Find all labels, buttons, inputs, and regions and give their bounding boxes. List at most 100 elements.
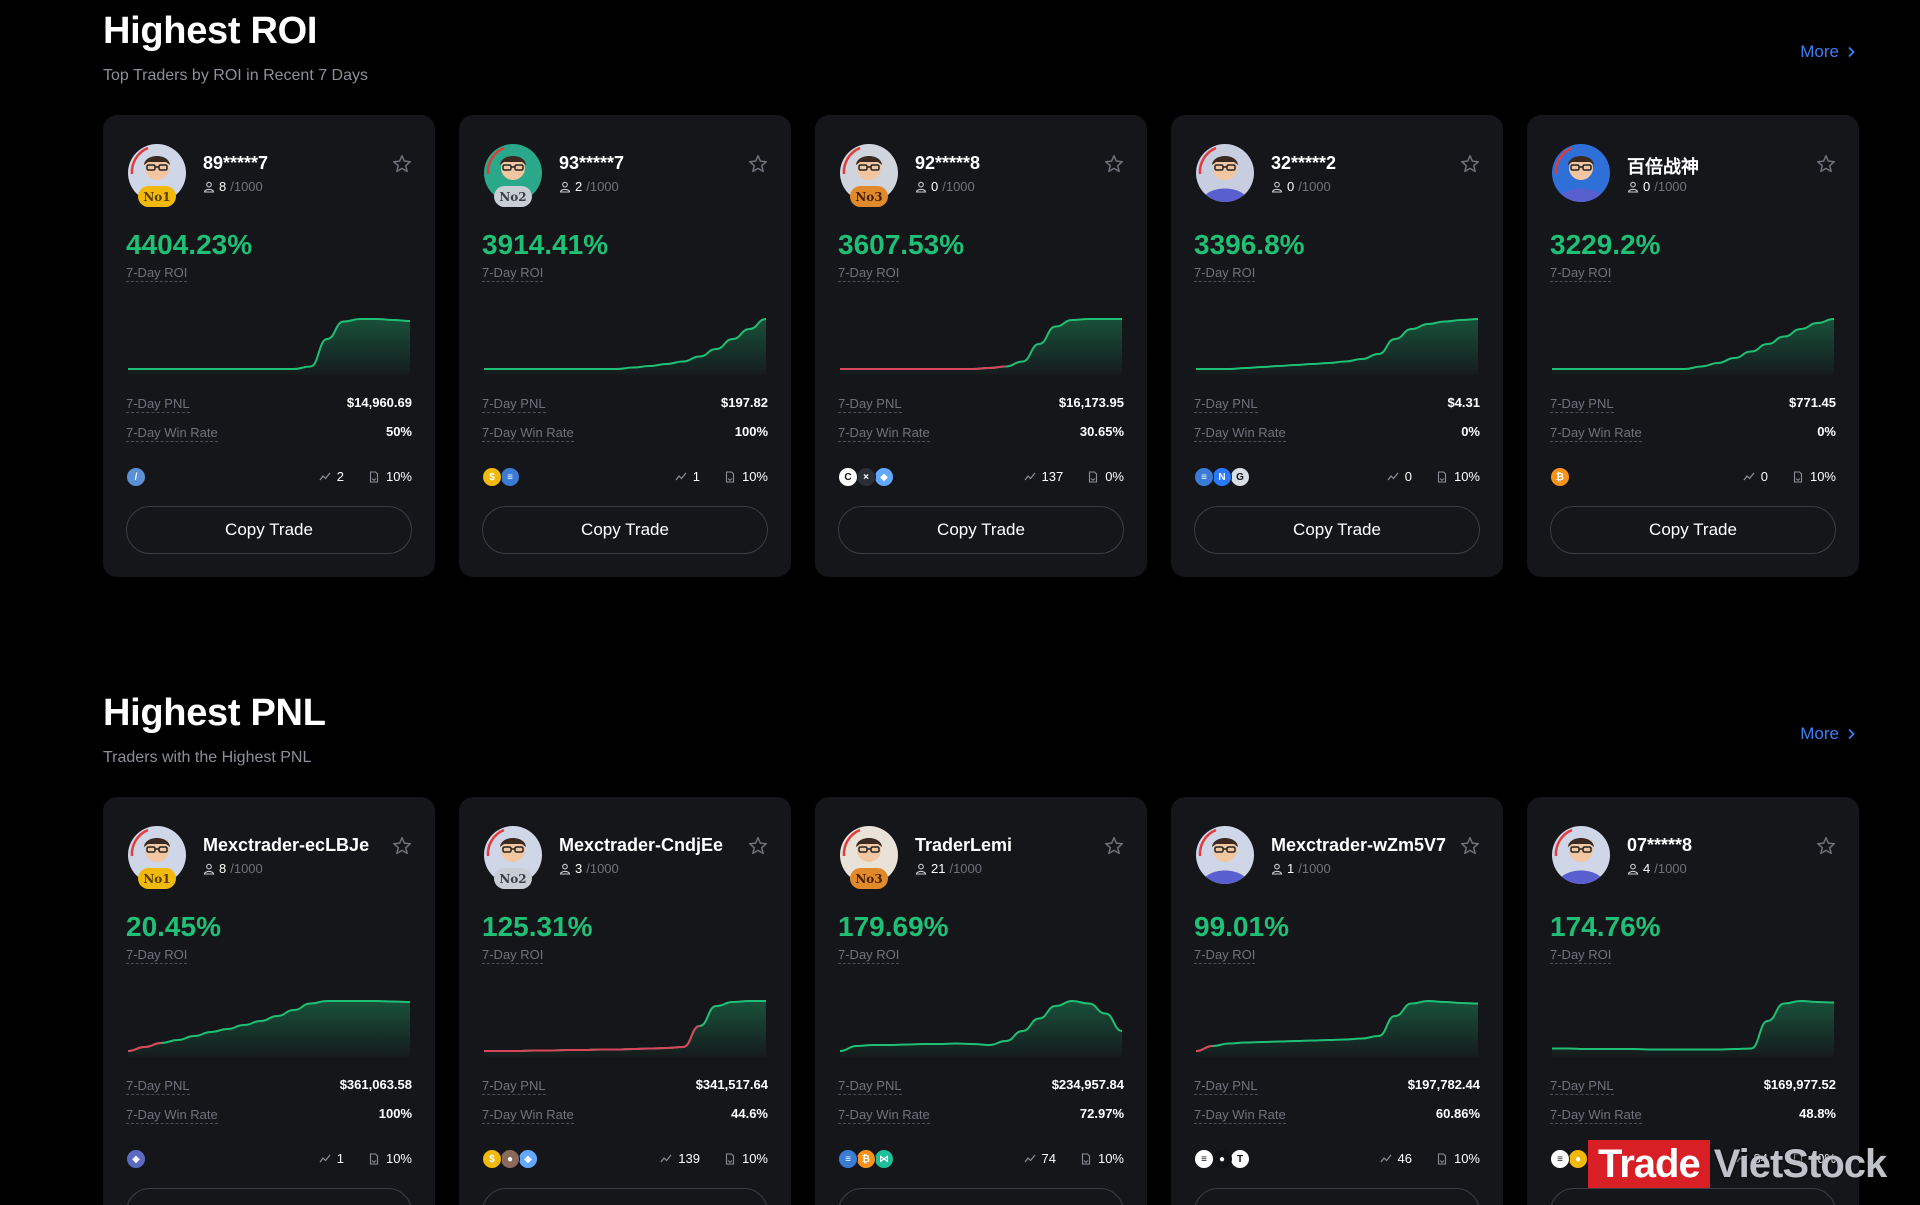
- trader-name[interactable]: 92*****8: [915, 153, 981, 173]
- trader-name[interactable]: 32*****2: [1271, 153, 1337, 173]
- followers-value: 0: [1287, 179, 1295, 194]
- coin-icon: G: [1230, 467, 1250, 487]
- roi-value: 99.01%: [1194, 911, 1289, 942]
- star-icon[interactable]: [1459, 153, 1481, 175]
- coin-list: ₿: [1550, 467, 1570, 487]
- pnl-value: $14,960.69: [346, 395, 412, 410]
- star-icon[interactable]: [1459, 835, 1481, 857]
- star-icon[interactable]: [1815, 153, 1837, 175]
- trade-stats: 2 10%: [319, 469, 412, 484]
- avatar[interactable]: No3: [838, 144, 900, 207]
- trader-card[interactable]: No2 Mexctrader-CndjEe 3/1000 125.31% 7-Day R…: [459, 797, 791, 1205]
- star-icon[interactable]: [391, 153, 413, 175]
- user-icon: [203, 863, 215, 875]
- avatar[interactable]: No2: [482, 144, 544, 207]
- win-rate-label: 7-Day Win Rate: [838, 1107, 930, 1124]
- follower-count: 0/1000: [1271, 179, 1331, 194]
- trader-name[interactable]: 89*****7: [203, 153, 269, 173]
- avatar[interactable]: No2: [482, 826, 544, 889]
- star-icon[interactable]: [747, 835, 769, 857]
- copy-trade-button[interactable]: Copy Trade: [482, 1188, 768, 1205]
- followers-cap: /1000: [586, 861, 619, 876]
- trader-card[interactable]: No1 89*****7 8/1000 4404.23% 7-Day ROI 7-Day …: [103, 115, 435, 577]
- avatar[interactable]: [1194, 826, 1256, 888]
- star-icon[interactable]: [391, 835, 413, 857]
- roi-value: 3607.53%: [838, 229, 965, 260]
- trade-stats: 84 10%: [1736, 1151, 1836, 1166]
- avatar[interactable]: No3: [838, 826, 900, 889]
- trader-name[interactable]: TraderLemi: [915, 835, 1013, 855]
- copy-trade-button[interactable]: Copy Trade: [482, 506, 768, 554]
- trader-card[interactable]: No1 Mexctrader-ecLBJe 8/1000 20.45% 7-Day RO…: [103, 797, 435, 1205]
- chart-line-negative: [484, 1025, 700, 1052]
- trader-card[interactable]: No3 92*****8 0/1000 3607.53% 7-Day ROI 7-Day …: [815, 115, 1147, 577]
- copy-trade-button[interactable]: Copy Trade: [1550, 506, 1836, 554]
- trades-count: 0: [1760, 469, 1768, 484]
- trades-icon: [660, 1154, 672, 1162]
- copy-trade-button[interactable]: Copy Trade: [838, 1188, 1124, 1205]
- share-icon: [1089, 470, 1098, 483]
- trades-icon: [675, 472, 687, 480]
- more-link[interactable]: More: [1800, 42, 1857, 62]
- trader-card[interactable]: 07*****8 4/1000 174.76% 7-Day ROI 7-Day PNL $…: [1527, 797, 1859, 1205]
- trader-name[interactable]: 百倍战神: [1627, 157, 1699, 177]
- followers-value: 8: [219, 179, 227, 194]
- profit-share: 10%: [741, 1151, 768, 1166]
- rank-badge: No3: [850, 868, 888, 889]
- copy-trade-button[interactable]: Copy Trade: [1550, 1188, 1836, 1205]
- trader-card[interactable]: No3 TraderLemi 21/1000 179.69% 7-Day ROI 7-Da…: [815, 797, 1147, 1205]
- roi-value: 20.45%: [126, 911, 221, 942]
- avatar[interactable]: [1194, 144, 1256, 206]
- trades-count: 84: [1753, 1151, 1768, 1166]
- avatar[interactable]: No1: [126, 826, 188, 889]
- star-icon[interactable]: [747, 153, 769, 175]
- win-rate-label: 7-Day Win Rate: [126, 425, 218, 442]
- more-link[interactable]: More: [1800, 724, 1857, 744]
- trader-name[interactable]: 07*****8: [1627, 835, 1693, 855]
- star-icon[interactable]: [1103, 153, 1125, 175]
- copy-trade-button[interactable]: Copy Trade: [1194, 1188, 1480, 1205]
- trader-card[interactable]: 百倍战神 0/1000 3229.2% 7-Day ROI 7-Day PNL $771.…: [1527, 115, 1859, 577]
- chart-line: [1196, 999, 1478, 1052]
- roi-value: 179.69%: [838, 911, 949, 942]
- trader-card[interactable]: 32*****2 0/1000 3396.8% 7-Day ROI 7-Day PNL $…: [1171, 115, 1503, 577]
- roi-chart: [1196, 999, 1478, 1057]
- copy-trade-button[interactable]: Copy Trade: [1194, 506, 1480, 554]
- trader-name[interactable]: Mexctrader-CndjEe: [559, 835, 724, 855]
- trades-count: 2: [336, 469, 344, 484]
- trades-icon: [319, 472, 331, 480]
- coin-icon: ◆: [126, 1149, 146, 1169]
- trader-name[interactable]: 93*****7: [559, 153, 625, 173]
- trader-name[interactable]: Mexctrader-wZm5V7: [1271, 835, 1447, 855]
- roi-chart: [484, 1000, 766, 1057]
- avatar-image: [1196, 826, 1254, 884]
- roi-chart: [1196, 318, 1478, 375]
- roi-chart: [840, 318, 1122, 375]
- copy-trade-button[interactable]: Copy Trade: [838, 506, 1124, 554]
- trades-count: 0: [1404, 469, 1412, 484]
- avatar-image: [1196, 144, 1254, 202]
- trades-count: 1: [692, 469, 700, 484]
- chart-line: [840, 999, 1122, 1052]
- avatar[interactable]: No1: [126, 144, 188, 207]
- pnl-label: 7-Day PNL: [126, 1078, 190, 1095]
- star-icon[interactable]: [1103, 835, 1125, 857]
- trader-card[interactable]: Mexctrader-wZm5V7 1/1000 99.01% 7-Day ROI 7-…: [1171, 797, 1503, 1205]
- followers-cap: /1000: [942, 179, 975, 194]
- profit-share: 10%: [1809, 1151, 1836, 1166]
- profit-share: 10%: [1453, 469, 1480, 484]
- trader-card[interactable]: No2 93*****7 2/1000 3914.41% 7-Day ROI 7-Day …: [459, 115, 791, 577]
- avatar[interactable]: [1550, 144, 1612, 206]
- avatar[interactable]: [1550, 826, 1612, 888]
- coin-icon: ●: [1568, 1149, 1588, 1169]
- coin-list: ≡ ●: [1550, 1149, 1588, 1169]
- coin-icon: C: [838, 467, 858, 487]
- trader-name[interactable]: Mexctrader-ecLBJe: [203, 835, 370, 855]
- followers-cap: /1000: [586, 179, 619, 194]
- trades-count: 139: [678, 1151, 700, 1166]
- followers-cap: /1000: [1654, 861, 1687, 876]
- copy-trade-button[interactable]: Copy Trade: [126, 506, 412, 554]
- copy-trade-button[interactable]: Copy Trade: [126, 1188, 412, 1205]
- share-icon: [369, 1152, 379, 1165]
- star-icon[interactable]: [1815, 835, 1837, 857]
